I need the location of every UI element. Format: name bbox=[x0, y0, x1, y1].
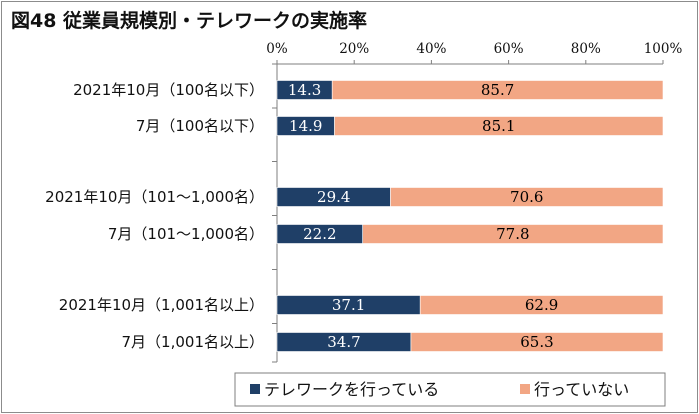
data-label: 37.1 bbox=[332, 296, 365, 314]
bar-segment-not-teleworking bbox=[362, 224, 664, 244]
data-label: 65.3 bbox=[520, 333, 553, 351]
legend-label: テレワークを行っている bbox=[264, 380, 439, 399]
legend-swatch bbox=[520, 384, 530, 394]
data-label: 29.4 bbox=[317, 188, 350, 206]
bar-segment-not-teleworking bbox=[410, 332, 664, 352]
data-label: 85.1 bbox=[482, 117, 515, 135]
category-label: 2021年10月（101～1,000名） bbox=[45, 188, 264, 206]
data-label: 85.7 bbox=[481, 81, 514, 99]
x-tick-label: 80% bbox=[571, 41, 601, 57]
data-label: 62.9 bbox=[525, 296, 558, 314]
category-label: 7月（101～1,000名） bbox=[108, 225, 264, 243]
x-tick-label: 0% bbox=[266, 41, 288, 57]
bar-segment-not-teleworking bbox=[334, 116, 664, 136]
legend: テレワークを行っている 行っていない bbox=[234, 372, 666, 407]
bar-segment-not-teleworking bbox=[390, 187, 664, 207]
legend-box bbox=[234, 372, 666, 407]
category-label: 2021年10月（100名以下） bbox=[73, 81, 264, 99]
plot-area: 0% 20% 40% 60% 80% 100% 2021年10月（100名以下） 14.3 85… bbox=[45, 41, 683, 363]
bar-segment-not-teleworking bbox=[419, 295, 664, 315]
data-label: 22.2 bbox=[303, 225, 336, 243]
legend-label: 行っていない bbox=[534, 380, 629, 399]
chart-title: 図48 従業員規模別・テレワークの実施率 bbox=[11, 9, 367, 32]
data-label: 14.9 bbox=[289, 117, 322, 135]
bar-segment-not-teleworking bbox=[331, 80, 664, 100]
category-label: 7月（1,001名以上） bbox=[122, 333, 265, 351]
x-tick-label: 100% bbox=[644, 41, 683, 57]
x-tick-label: 20% bbox=[339, 41, 369, 57]
data-label: 77.8 bbox=[496, 225, 529, 243]
data-label: 70.6 bbox=[510, 188, 543, 206]
data-label: 34.7 bbox=[327, 333, 360, 351]
category-label: 7月（100名以下） bbox=[136, 117, 264, 135]
x-tick-label: 60% bbox=[494, 41, 524, 57]
category-label: 2021年10月（1,001名以上） bbox=[59, 296, 264, 314]
data-label: 14.3 bbox=[288, 81, 321, 99]
x-tick-label: 40% bbox=[416, 41, 446, 57]
legend-swatch bbox=[250, 384, 260, 394]
